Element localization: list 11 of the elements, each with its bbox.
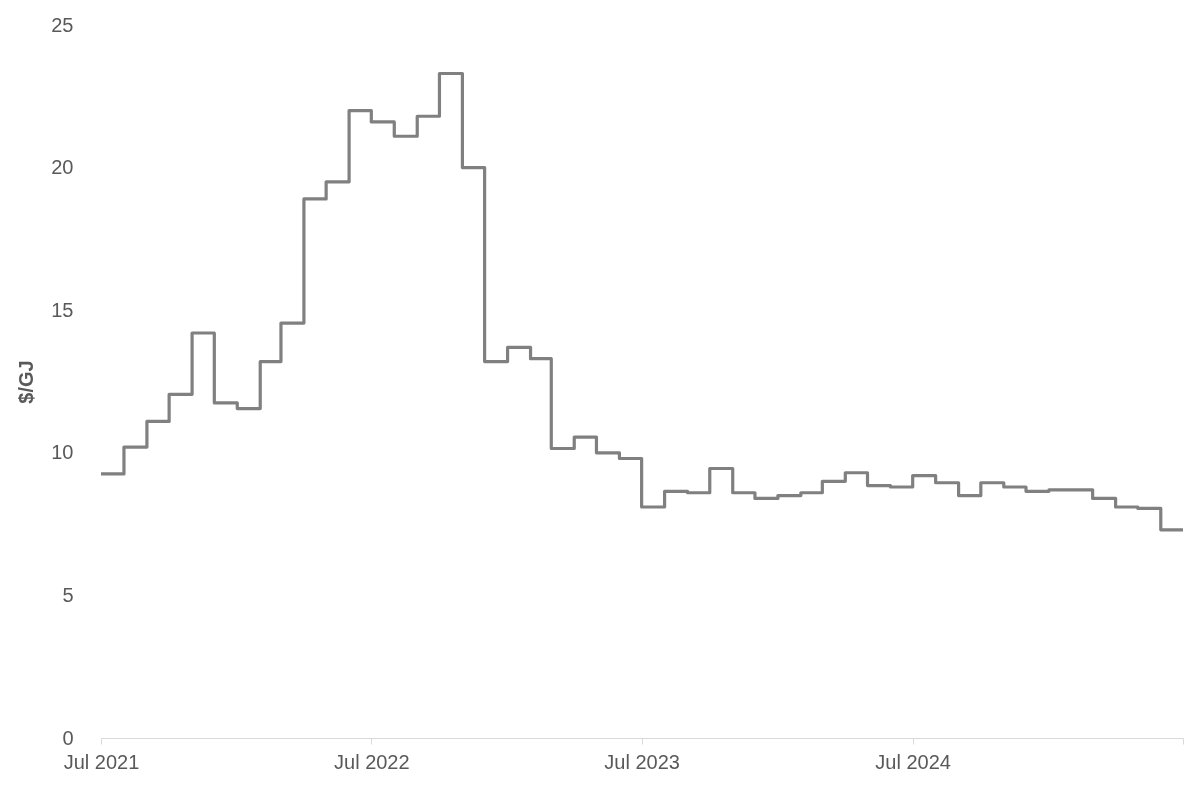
y-tick-label: 25 (51, 13, 74, 36)
y-axis-title: $/GJ (15, 360, 38, 404)
y-tick-label: 0 (62, 726, 74, 749)
x-tick-label: Jul 2023 (604, 750, 680, 773)
x-tick-label: Jul 2024 (875, 750, 951, 773)
y-tick-label: 5 (62, 583, 74, 606)
y-tick-label: 20 (51, 156, 74, 179)
y-tick-label: 10 (51, 441, 74, 464)
x-tick-label: Jul 2021 (63, 750, 140, 773)
x-tick-label: Jul 2022 (334, 750, 410, 773)
y-tick-label: 15 (51, 298, 74, 321)
